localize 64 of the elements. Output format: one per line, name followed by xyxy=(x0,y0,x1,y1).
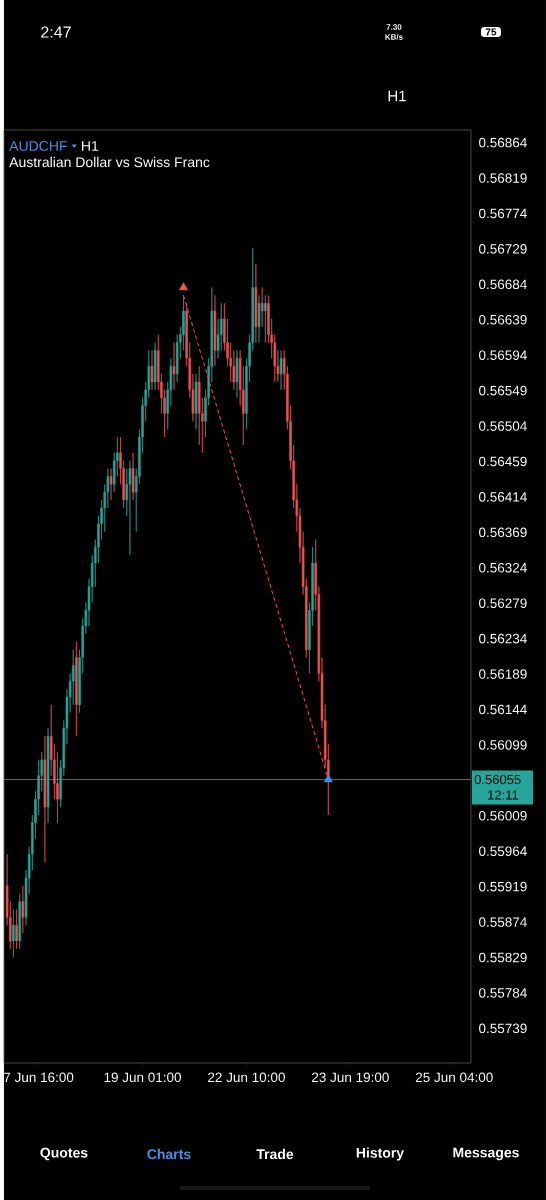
y-tick-label: 0.56684 xyxy=(479,279,527,290)
text: Quotes xyxy=(40,1147,88,1161)
candlestick xyxy=(12,909,15,957)
y-tick-label: 0.55829 xyxy=(479,952,527,963)
text: Australian Dollar vs Swiss Franc xyxy=(9,156,210,168)
y-tick-label: 0.56459 xyxy=(479,456,527,467)
candlestick xyxy=(254,263,258,343)
text: AUDCHF xyxy=(9,141,67,151)
candlestick xyxy=(15,909,18,950)
x-tick-label: 25 Jun 04:00 xyxy=(415,1072,493,1083)
y-tick-label: 0.56414 xyxy=(479,492,527,502)
candlestick xyxy=(75,641,78,737)
candlestick xyxy=(264,295,267,343)
y-tick-label: 0.55919 xyxy=(479,881,527,892)
candlestick xyxy=(128,460,132,556)
y-tick-label: 0.55784 xyxy=(479,988,527,998)
y-tick-label: 0.56639 xyxy=(479,314,527,325)
y-tick-label: 0.56819 xyxy=(479,173,527,183)
x-tick-label: 7 Jun 16:00 xyxy=(4,1072,74,1083)
candlestick xyxy=(43,735,47,863)
candlestick xyxy=(235,350,239,398)
x-tick-label: 22 Jun 10:00 xyxy=(208,1072,285,1083)
candlestick xyxy=(109,468,113,501)
y-tick-label: 0.56594 xyxy=(479,350,527,360)
candlestick xyxy=(213,295,217,367)
ref-line-label: 0.56055 xyxy=(474,774,521,785)
text: 7.30 KB/s xyxy=(385,24,403,40)
y-tick-label: 0.56099 xyxy=(479,740,527,750)
y-tick-label: 0.55874 xyxy=(479,917,527,927)
text: H1 xyxy=(388,90,406,102)
text: 12:11 xyxy=(488,790,519,800)
candlestick xyxy=(153,342,157,391)
y-tick-label: 0.56369 xyxy=(479,527,527,538)
y-tick-label: 0.56189 xyxy=(479,669,527,679)
y-tick-label: 0.56504 xyxy=(479,421,527,431)
y-tick-label: 0.56144 xyxy=(479,704,527,715)
candlestick xyxy=(194,373,198,430)
text: History xyxy=(356,1147,405,1161)
candlestick xyxy=(131,452,135,501)
text: 75 xyxy=(485,28,497,36)
text: Trade xyxy=(256,1148,294,1160)
y-tick-label: 0.56549 xyxy=(479,385,527,396)
text: Messages xyxy=(453,1147,519,1161)
candlestick xyxy=(279,350,283,391)
candlestick xyxy=(18,893,21,950)
y-tick-label: 0.56279 xyxy=(479,598,527,608)
y-tick-label: 0.56234 xyxy=(479,633,527,644)
candlestick xyxy=(150,350,154,391)
candlestick xyxy=(257,295,261,343)
candlestick xyxy=(21,885,25,934)
y-tick-label: 0.56324 xyxy=(479,562,527,573)
y-tick-label: 0.56864 xyxy=(479,137,527,148)
y-tick-label: 0.55964 xyxy=(479,846,527,856)
text: 2:47 xyxy=(41,26,71,38)
text: Charts xyxy=(147,1148,191,1160)
y-tick-label: 0.56774 xyxy=(479,208,527,219)
candlestick xyxy=(172,342,176,391)
y-tick-label: 0.56729 xyxy=(479,244,527,254)
x-tick-label: 19 Jun 01:00 xyxy=(104,1072,182,1083)
candlestick xyxy=(260,287,264,328)
x-tick-label: 23 Jun 19:00 xyxy=(312,1072,389,1083)
y-tick-label: 0.56009 xyxy=(479,810,527,821)
annotation: H1 xyxy=(82,141,99,151)
y-tick-label: 0.55739 xyxy=(479,1023,527,1034)
